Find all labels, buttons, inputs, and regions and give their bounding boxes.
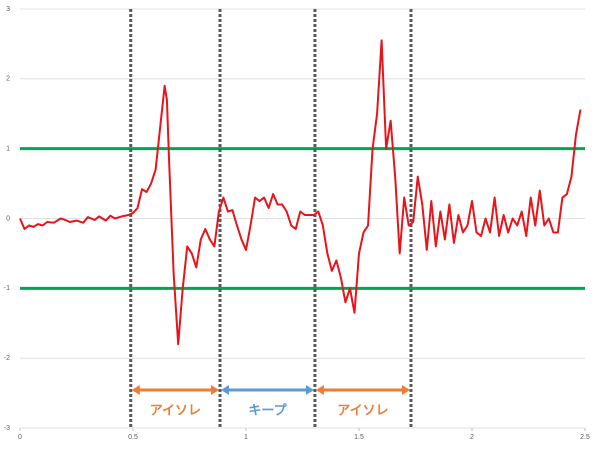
y-tick-label: -3 [4, 425, 10, 432]
x-tick-label: 1.5 [354, 434, 364, 441]
y-tick-label: 3 [6, 6, 10, 13]
arrow-head [131, 385, 140, 395]
y-tick-label: 2 [6, 76, 10, 83]
x-tick-label: 2 [470, 434, 474, 441]
x-tick-label: 0 [18, 434, 22, 441]
y-tick-label: 1 [6, 146, 10, 153]
y-tick-label: 0 [6, 215, 10, 222]
arrow-head [305, 385, 314, 395]
span-label: アイソレ [337, 402, 388, 417]
x-tick-label: 2.5 [580, 434, 590, 441]
arrow-head [211, 385, 220, 395]
span-label: アイソレ [150, 402, 201, 417]
arrow-head [315, 385, 324, 395]
arrow-head [401, 385, 410, 395]
y-tick-label: -2 [4, 355, 10, 362]
arrow-head [221, 385, 230, 395]
x-tick-label: 0.5 [128, 434, 138, 441]
y-tick-label: -1 [4, 285, 10, 292]
span-label: キープ [248, 402, 287, 417]
series-line [19, 39, 582, 346]
x-tick-label: 1 [244, 434, 248, 441]
